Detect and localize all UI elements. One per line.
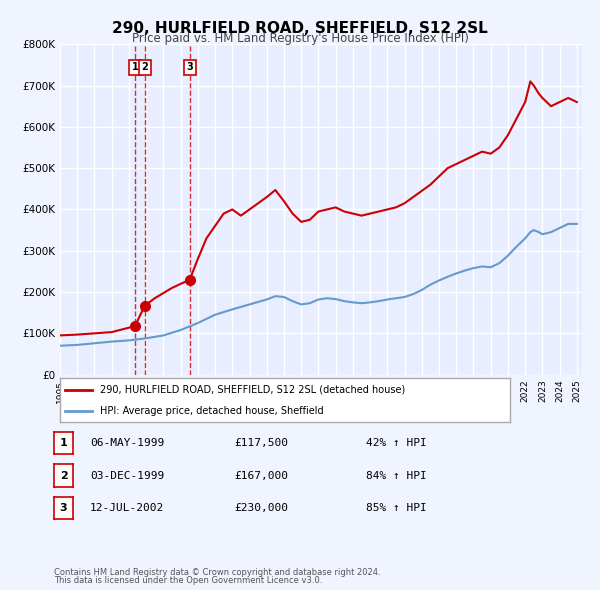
- Text: 84% ↑ HPI: 84% ↑ HPI: [366, 471, 427, 480]
- Text: This data is licensed under the Open Government Licence v3.0.: This data is licensed under the Open Gov…: [54, 576, 322, 585]
- Text: 1: 1: [131, 63, 139, 73]
- Text: 1: 1: [60, 438, 67, 448]
- Text: 2: 2: [60, 471, 67, 480]
- Text: 3: 3: [187, 63, 193, 73]
- Text: 85% ↑ HPI: 85% ↑ HPI: [366, 503, 427, 513]
- Text: Contains HM Land Registry data © Crown copyright and database right 2024.: Contains HM Land Registry data © Crown c…: [54, 568, 380, 577]
- Text: £117,500: £117,500: [234, 438, 288, 448]
- Text: 290, HURLFIELD ROAD, SHEFFIELD, S12 2SL (detached house): 290, HURLFIELD ROAD, SHEFFIELD, S12 2SL …: [101, 385, 406, 395]
- Text: 12-JUL-2002: 12-JUL-2002: [90, 503, 164, 513]
- Text: 290, HURLFIELD ROAD, SHEFFIELD, S12 2SL: 290, HURLFIELD ROAD, SHEFFIELD, S12 2SL: [112, 21, 488, 35]
- Text: 2: 2: [142, 63, 148, 73]
- Text: 3: 3: [60, 503, 67, 513]
- Text: £230,000: £230,000: [234, 503, 288, 513]
- Text: HPI: Average price, detached house, Sheffield: HPI: Average price, detached house, Shef…: [101, 406, 324, 416]
- Text: 03-DEC-1999: 03-DEC-1999: [90, 471, 164, 480]
- Text: 42% ↑ HPI: 42% ↑ HPI: [366, 438, 427, 448]
- Text: Price paid vs. HM Land Registry's House Price Index (HPI): Price paid vs. HM Land Registry's House …: [131, 32, 469, 45]
- Text: 06-MAY-1999: 06-MAY-1999: [90, 438, 164, 448]
- Text: £167,000: £167,000: [234, 471, 288, 480]
